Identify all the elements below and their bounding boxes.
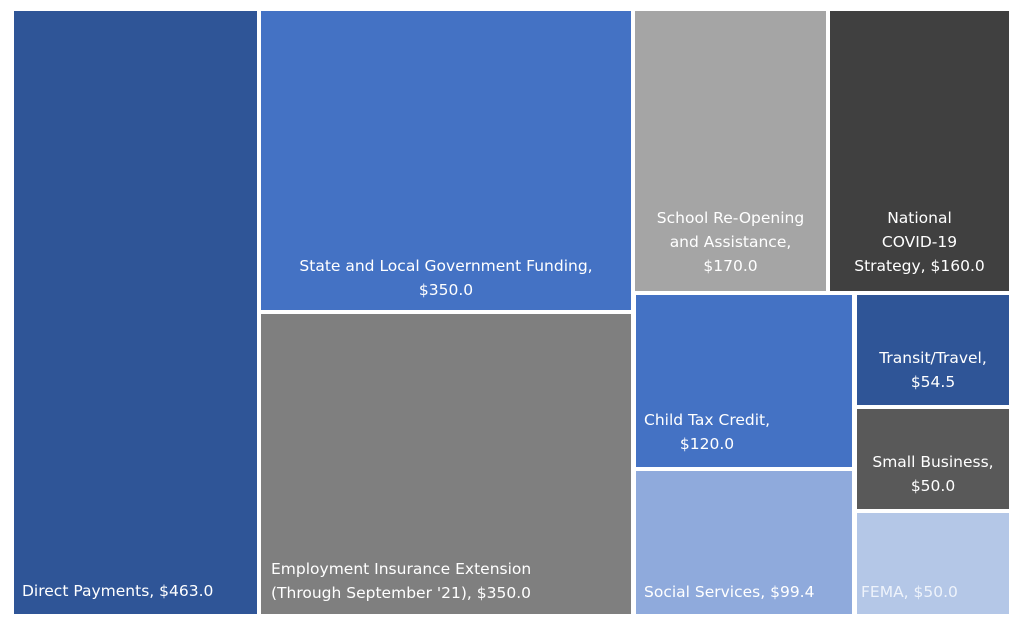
tile-label: Employment Insurance Extension (Through S…	[271, 557, 531, 605]
tile-label-line: $350.0	[418, 281, 474, 299]
tile-label-line: School Re-Opening	[656, 209, 805, 227]
tile-label: Social Services, $99.4	[644, 580, 814, 604]
treemap-tile-transit-travel: Transit/Travel, $54.5	[857, 295, 1009, 405]
tile-label: FEMA, $50.0	[861, 580, 958, 604]
tile-label: National COVID-19 Strategy, $160.0	[830, 206, 1009, 278]
tile-label-line: (Through September '21), $350.0	[271, 584, 531, 602]
treemap-tile-state-and-local-government-funding: State and Local Government Funding, $350.…	[261, 11, 631, 310]
treemap-tile-fema: FEMA, $50.0	[857, 513, 1009, 614]
tile-label-line: Transit/Travel,	[879, 349, 987, 367]
tile-label-line: Employment Insurance Extension	[271, 560, 532, 578]
tile-label: Direct Payments, $463.0	[22, 579, 213, 603]
treemap-tile-national-covid-19-strategy: National COVID-19 Strategy, $160.0	[830, 11, 1009, 291]
tile-label-line: Strategy, $160.0	[854, 257, 985, 275]
tile-label-line: Child Tax Credit,	[644, 411, 771, 429]
treemap-tile-small-business: Small Business, $50.0	[857, 409, 1009, 509]
treemap-tile-child-tax-credit: Child Tax Credit, $120.0	[636, 295, 852, 467]
tile-label-line: Social Services, $99.4	[644, 583, 815, 601]
tile-label: Small Business, $50.0	[857, 450, 1009, 498]
treemap-tile-employment-insurance-extension-through-september-21: Employment Insurance Extension (Through S…	[261, 314, 631, 614]
treemap-tile-social-services: Social Services, $99.4	[636, 471, 852, 614]
tile-label-line: $170.0	[703, 257, 758, 275]
tile-label-line: $120.0	[679, 435, 735, 453]
tile-label: School Re-Opening and Assistance, $170.0	[635, 206, 826, 278]
tile-label-line: State and Local Government Funding,	[299, 257, 593, 275]
tile-label-line: Direct Payments, $463.0	[22, 582, 214, 600]
treemap-tile-school-re-opening-and-assistance: School Re-Opening and Assistance, $170.0	[635, 11, 826, 291]
tile-label: State and Local Government Funding, $350.…	[261, 254, 631, 302]
tile-label-line: COVID-19	[881, 233, 958, 251]
tile-label-line: FEMA, $50.0	[861, 583, 958, 601]
treemap-tile-direct-payments: Direct Payments, $463.0	[14, 11, 257, 614]
tile-label-line: National	[887, 209, 952, 227]
tile-label: Transit/Travel, $54.5	[857, 346, 1009, 394]
tile-label-line: and Assistance,	[669, 233, 792, 251]
tile-label: Child Tax Credit, $120.0	[644, 408, 770, 456]
tile-label-line: $54.5	[910, 373, 956, 391]
tile-label-line: $50.0	[910, 477, 956, 495]
tile-label-line: Small Business,	[872, 453, 994, 471]
